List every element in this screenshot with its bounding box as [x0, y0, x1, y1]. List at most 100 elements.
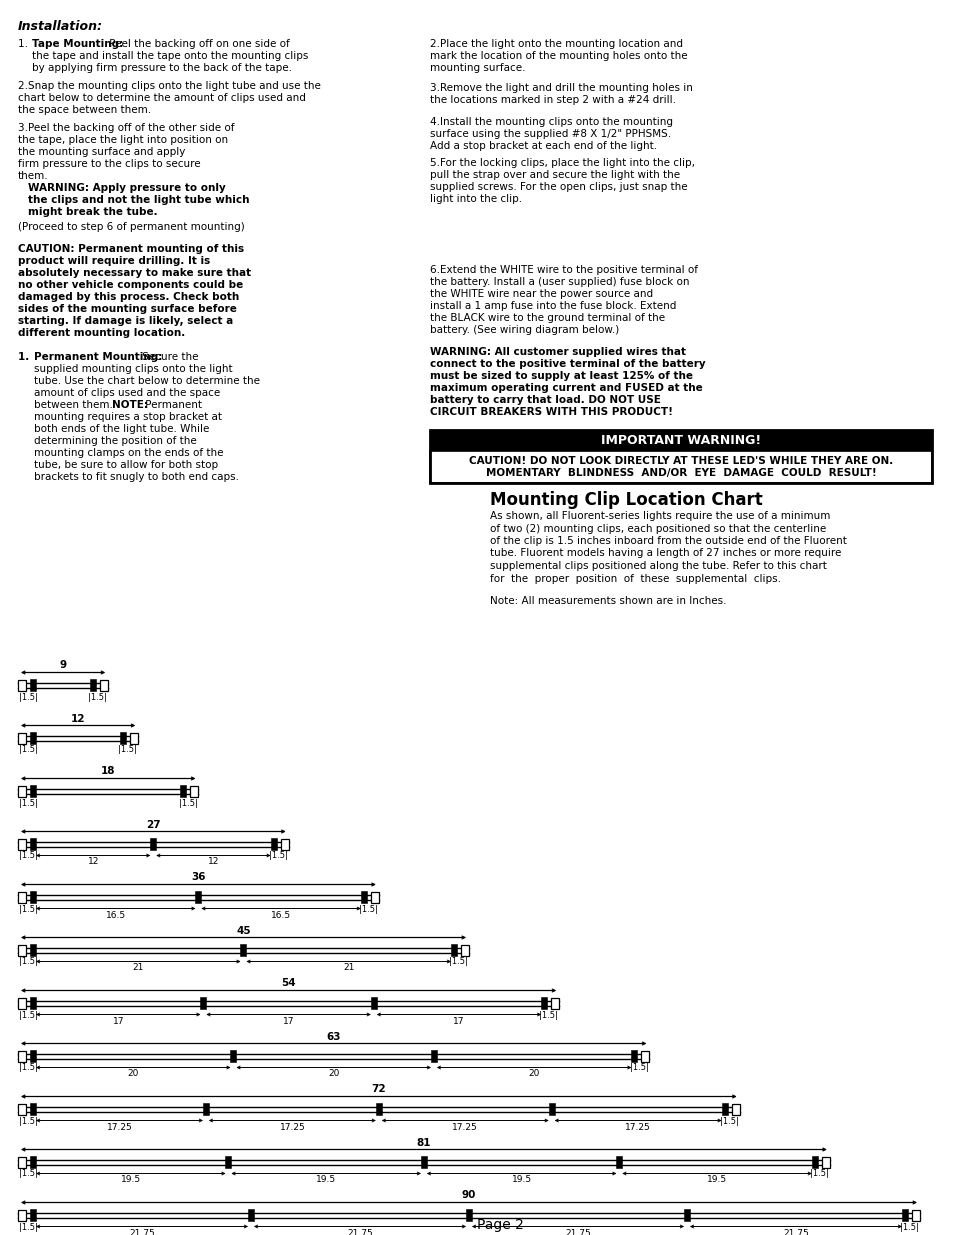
- Text: the clips and not the light tube which: the clips and not the light tube which: [28, 195, 250, 205]
- Text: might break the tube.: might break the tube.: [28, 207, 157, 217]
- Bar: [371, 997, 376, 1009]
- Text: pull the strap over and secure the light with the: pull the strap over and secure the light…: [430, 170, 679, 180]
- Bar: [430, 451, 931, 483]
- Text: As shown, all Fluorent-series lights require the use of a minimum: As shown, all Fluorent-series lights req…: [490, 511, 829, 521]
- Text: 45: 45: [236, 925, 251, 935]
- Bar: [18, 839, 26, 850]
- Text: 17.25: 17.25: [624, 1123, 650, 1131]
- Text: chart below to determine the amount of clips used and: chart below to determine the amount of c…: [18, 93, 306, 103]
- Bar: [18, 785, 26, 797]
- Bar: [375, 1103, 381, 1115]
- Text: 5.For the locking clips, place the light into the clip,: 5.For the locking clips, place the light…: [430, 158, 695, 168]
- Text: 3.Peel the backing off of the other side of: 3.Peel the backing off of the other side…: [18, 124, 234, 133]
- Text: amount of clips used and the space: amount of clips used and the space: [34, 388, 220, 398]
- Text: Tape Mounting:: Tape Mounting:: [32, 40, 123, 49]
- Text: absolutely necessary to make sure that: absolutely necessary to make sure that: [18, 268, 251, 278]
- Text: 9: 9: [59, 661, 67, 671]
- Text: |1.5|: |1.5|: [269, 851, 287, 861]
- Bar: [30, 997, 36, 1009]
- Text: 81: 81: [416, 1137, 431, 1147]
- Text: brackets to fit snugly to both end caps.: brackets to fit snugly to both end caps.: [34, 472, 239, 482]
- Text: mounting clamps on the ends of the: mounting clamps on the ends of the: [34, 448, 223, 458]
- Bar: [240, 944, 246, 956]
- Text: install a 1 amp fuse into the fuse block. Extend: install a 1 amp fuse into the fuse block…: [430, 301, 676, 311]
- Bar: [18, 945, 26, 956]
- Bar: [30, 679, 36, 692]
- Bar: [548, 1103, 554, 1115]
- Bar: [30, 944, 36, 956]
- Bar: [431, 1050, 436, 1062]
- Text: the WHITE wire near the power source and: the WHITE wire near the power source and: [430, 289, 653, 299]
- Bar: [191, 785, 198, 797]
- Bar: [91, 679, 96, 692]
- Text: 16.5: 16.5: [271, 910, 291, 920]
- Text: |1.5|: |1.5|: [118, 746, 137, 755]
- Text: |1.5|: |1.5|: [178, 799, 197, 808]
- Text: 18: 18: [101, 767, 115, 777]
- Text: the locations marked in step 2 with a #24 drill.: the locations marked in step 2 with a #2…: [430, 95, 676, 105]
- Text: 19.5: 19.5: [511, 1176, 531, 1184]
- Text: 36: 36: [191, 872, 206, 883]
- Text: 20: 20: [128, 1070, 139, 1078]
- Bar: [30, 1050, 36, 1062]
- Bar: [901, 1209, 907, 1221]
- Text: NOTE:: NOTE:: [112, 400, 148, 410]
- Text: 12: 12: [88, 857, 99, 867]
- Bar: [18, 1209, 26, 1220]
- Bar: [640, 1051, 649, 1062]
- Bar: [465, 1209, 472, 1221]
- Bar: [151, 839, 156, 850]
- Text: |1.5|: |1.5|: [19, 746, 38, 755]
- Text: mark the location of the mounting holes onto the: mark the location of the mounting holes …: [430, 51, 687, 61]
- Text: Mounting Clip Location Chart: Mounting Clip Location Chart: [490, 492, 762, 509]
- Bar: [460, 945, 469, 956]
- Bar: [551, 998, 558, 1009]
- Text: of two (2) mounting clips, each positioned so that the centerline: of two (2) mounting clips, each position…: [490, 524, 825, 534]
- Bar: [30, 890, 36, 903]
- Text: the mounting surface and apply: the mounting surface and apply: [18, 147, 185, 157]
- Text: 17.25: 17.25: [107, 1123, 132, 1131]
- Bar: [720, 1103, 727, 1115]
- Bar: [280, 839, 289, 850]
- Bar: [731, 1104, 739, 1114]
- Bar: [430, 430, 931, 483]
- Text: tube. Use the chart below to determine the: tube. Use the chart below to determine t…: [34, 375, 260, 387]
- Text: |1.5|: |1.5|: [19, 904, 38, 914]
- Text: the space between them.: the space between them.: [18, 105, 151, 115]
- Text: 4.Install the mounting clips onto the mounting: 4.Install the mounting clips onto the mo…: [430, 117, 672, 127]
- Text: 16.5: 16.5: [106, 910, 126, 920]
- Text: |1.5|: |1.5|: [19, 851, 38, 861]
- Text: between them.: between them.: [34, 400, 119, 410]
- Text: |1.5|: |1.5|: [19, 957, 38, 967]
- Text: |1.5|: |1.5|: [719, 1116, 738, 1125]
- Bar: [200, 997, 206, 1009]
- Text: battery to carry that load. DO NOT USE: battery to carry that load. DO NOT USE: [430, 395, 660, 405]
- Text: damaged by this process. Check both: damaged by this process. Check both: [18, 291, 239, 303]
- Bar: [30, 1209, 36, 1221]
- Text: |1.5|: |1.5|: [538, 1010, 558, 1020]
- Bar: [18, 1104, 26, 1114]
- Text: |1.5|: |1.5|: [19, 693, 38, 701]
- Text: 21: 21: [343, 963, 355, 972]
- Text: Page 2: Page 2: [476, 1218, 523, 1233]
- Text: 54: 54: [281, 978, 295, 988]
- Text: 27: 27: [146, 820, 160, 830]
- Text: supplied mounting clips onto the light: supplied mounting clips onto the light: [34, 364, 233, 374]
- Text: |1.5|: |1.5|: [19, 799, 38, 808]
- Bar: [18, 892, 26, 903]
- Text: |1.5|: |1.5|: [900, 1223, 918, 1231]
- Bar: [100, 679, 108, 690]
- Text: |1.5|: |1.5|: [19, 1063, 38, 1072]
- Text: Add a stop bracket at each end of the light.: Add a stop bracket at each end of the li…: [430, 141, 657, 151]
- Text: 20: 20: [528, 1070, 539, 1078]
- Text: CAUTION: Permanent mounting of this: CAUTION: Permanent mounting of this: [18, 245, 244, 254]
- Text: 19.5: 19.5: [706, 1176, 726, 1184]
- Text: 72: 72: [371, 1084, 386, 1094]
- Text: |1.5|: |1.5|: [19, 1170, 38, 1178]
- Text: Note: All measurements shown are in Inches.: Note: All measurements shown are in Inch…: [490, 597, 726, 606]
- Text: WARNING: All customer supplied wires that: WARNING: All customer supplied wires tha…: [430, 347, 685, 357]
- Bar: [911, 1209, 919, 1220]
- Text: Permanent: Permanent: [142, 400, 202, 410]
- Bar: [180, 785, 186, 797]
- Bar: [120, 732, 126, 743]
